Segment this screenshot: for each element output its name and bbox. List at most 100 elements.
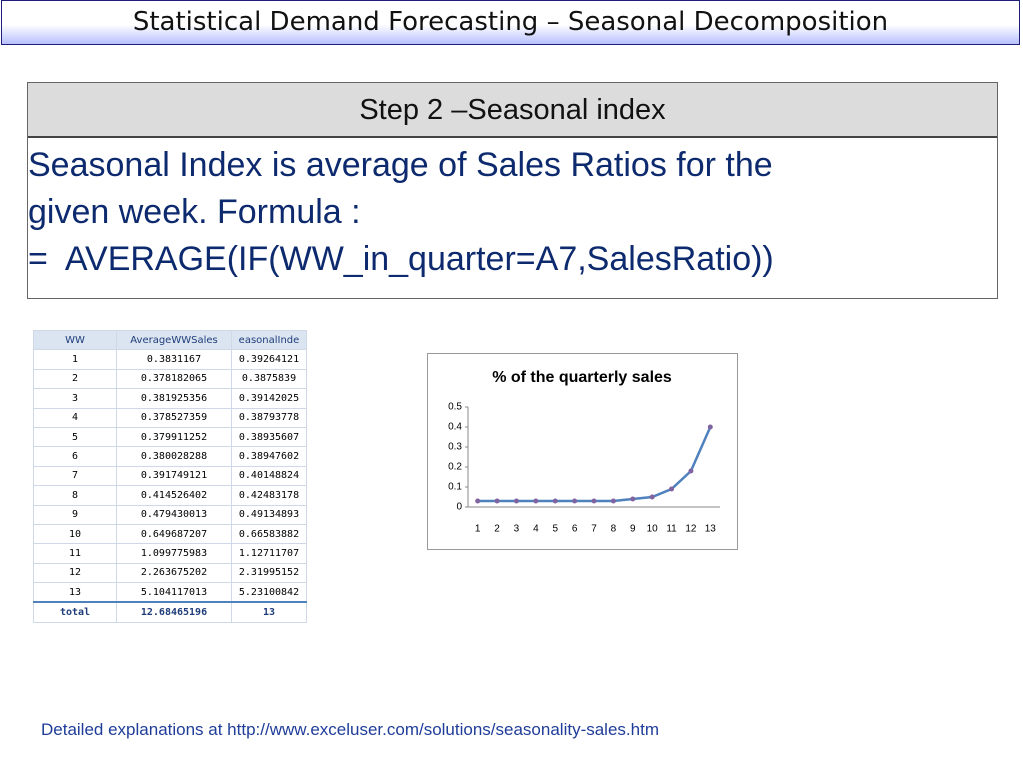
column-header: WW bbox=[33, 329, 117, 351]
marker bbox=[669, 486, 675, 492]
marker bbox=[572, 498, 578, 504]
table-cell: 0.40148824 bbox=[231, 465, 307, 487]
x-tick-label: 6 bbox=[572, 524, 578, 535]
marker bbox=[707, 424, 713, 430]
header-row: WW AverageWWSales easonalInde bbox=[33, 329, 307, 351]
marker bbox=[591, 498, 597, 504]
step-heading: Step 2 –Seasonal index bbox=[28, 83, 997, 138]
table-row: 9 0.479430013 0.49134893 bbox=[33, 504, 307, 525]
x-tick-label: 10 bbox=[647, 524, 659, 535]
table-cell: 0.42483178 bbox=[231, 485, 307, 506]
chart-title: % of the quarterly sales bbox=[492, 369, 672, 386]
table-row: 10 0.649687207 0.66583882 bbox=[33, 523, 307, 545]
table-cell: 0.391749121 bbox=[116, 465, 232, 487]
y-tick-label: 0 bbox=[456, 502, 462, 513]
table-row: 1 0.3831167 0.39264121 bbox=[33, 349, 307, 370]
table-cell: 0.379911252 bbox=[116, 426, 232, 448]
table-cell: 5 bbox=[33, 426, 117, 448]
table-cell: 0.38793778 bbox=[231, 407, 307, 428]
body-line: given week. Formula : bbox=[28, 193, 361, 231]
marker bbox=[630, 496, 636, 502]
table-cell: 5.104117013 bbox=[116, 582, 232, 603]
table-cell: 0.380028288 bbox=[116, 446, 232, 467]
table-cell: 2 bbox=[33, 368, 117, 390]
table-row: 12 2.263675202 2.31995152 bbox=[33, 562, 307, 584]
x-tick-label: 5 bbox=[552, 524, 558, 535]
footer-link: Detailed explanations at http://www.exce… bbox=[41, 720, 659, 739]
y-tick-label: 0.3 bbox=[448, 442, 462, 453]
table-cell: 0.378527359 bbox=[116, 407, 232, 428]
table-cell: 0.39142025 bbox=[231, 388, 307, 409]
table-cell: 0.49134893 bbox=[231, 504, 307, 525]
table-cell: 0.479430013 bbox=[116, 504, 232, 525]
step-box: Step 2 –Seasonal index Seasonal Index is… bbox=[27, 82, 998, 299]
table-row: 5 0.379911252 0.38935607 bbox=[33, 426, 307, 448]
body-line: = AVERAGE(IF(WW_in_quarter=A7,SalesRatio… bbox=[28, 240, 774, 278]
table-cell: 0.38947602 bbox=[231, 446, 307, 467]
table-cell: 0.38935607 bbox=[231, 426, 307, 448]
x-tick-label: 4 bbox=[533, 524, 539, 535]
table-cell: 0.66583882 bbox=[231, 523, 307, 545]
table-row: 13 5.104117013 5.23100842 bbox=[33, 582, 307, 603]
y-tick-label: 0.1 bbox=[448, 482, 462, 493]
table-row: 8 0.414526402 0.42483178 bbox=[33, 485, 307, 506]
x-tick-label: 2 bbox=[494, 524, 500, 535]
table-cell: 0.378182065 bbox=[116, 368, 232, 390]
table-cell: 1 bbox=[33, 349, 117, 370]
table-row: 2 0.378182065 0.3875839 bbox=[33, 368, 307, 390]
step-body: Seasonal Index is average of Sales Ratio… bbox=[28, 138, 997, 283]
table-cell: 10 bbox=[33, 523, 117, 545]
table-cell: 9 bbox=[33, 504, 117, 525]
table-cell: 5.23100842 bbox=[231, 582, 307, 603]
table-cell: 0.3831167 bbox=[116, 349, 232, 370]
table-row: 7 0.391749121 0.40148824 bbox=[33, 465, 307, 487]
table-cell: 8 bbox=[33, 485, 117, 506]
marker bbox=[513, 498, 519, 504]
x-tick-label: 7 bbox=[591, 524, 597, 535]
table-cell: 12.68465196 bbox=[116, 601, 232, 623]
slide-title: Statistical Demand Forecasting – Seasona… bbox=[1, 0, 1020, 45]
marker bbox=[610, 498, 616, 504]
table-cell: 4 bbox=[33, 407, 117, 428]
y-tick-label: 0.2 bbox=[448, 462, 462, 473]
table-cell: 7 bbox=[33, 465, 117, 487]
table-cell: 0.649687207 bbox=[116, 523, 232, 545]
table-row: 4 0.378527359 0.38793778 bbox=[33, 407, 307, 428]
x-tick-label: 3 bbox=[514, 524, 520, 535]
table-cell: 13 bbox=[33, 582, 117, 603]
data-table: WW AverageWWSales easonalInde 1 0.3831167 0.3… bbox=[33, 329, 307, 623]
marker bbox=[552, 498, 558, 504]
x-tick-label: 13 bbox=[705, 524, 717, 535]
table-cell: 0.381925356 bbox=[116, 388, 232, 409]
chart: % of the quarterly sales 0 0.1 0.2 0.3 0.4 0.… bbox=[427, 353, 738, 550]
table-cell: 12 bbox=[33, 562, 117, 584]
x-tick-label: 9 bbox=[630, 524, 636, 535]
table-cell: 1.12711707 bbox=[231, 543, 307, 564]
x-tick-label: 8 bbox=[611, 524, 617, 535]
x-tick-label: 12 bbox=[685, 524, 697, 535]
table-cell: 0.39264121 bbox=[231, 349, 307, 370]
table-cell: 0.414526402 bbox=[116, 485, 232, 506]
table-row: 6 0.380028288 0.38947602 bbox=[33, 446, 307, 467]
column-header: AverageWWSales bbox=[116, 329, 232, 351]
marker bbox=[649, 494, 655, 500]
marker bbox=[475, 498, 481, 504]
column-header: easonalInde bbox=[231, 329, 307, 351]
table-cell: 13 bbox=[231, 601, 307, 623]
table-row: 3 0.381925356 0.39142025 bbox=[33, 388, 307, 409]
table-row: 11 1.099775983 1.12711707 bbox=[33, 543, 307, 564]
chart-frame bbox=[427, 353, 738, 550]
table-cell: 1.099775983 bbox=[116, 543, 232, 564]
table-cell: 6 bbox=[33, 446, 117, 467]
y-tick-label: 0.4 bbox=[448, 422, 462, 433]
table-cell: 0.3875839 bbox=[231, 368, 307, 390]
x-tick-label: 1 bbox=[475, 524, 481, 535]
marker bbox=[533, 498, 539, 504]
table-cell: 3 bbox=[33, 388, 117, 409]
marker bbox=[494, 498, 500, 504]
table-cell: 2.31995152 bbox=[231, 562, 307, 584]
body-line: Seasonal Index is average of Sales Ratio… bbox=[28, 146, 773, 184]
table-row: total 12.68465196 13 bbox=[33, 601, 307, 623]
y-tick-label: 0.5 bbox=[448, 402, 462, 413]
